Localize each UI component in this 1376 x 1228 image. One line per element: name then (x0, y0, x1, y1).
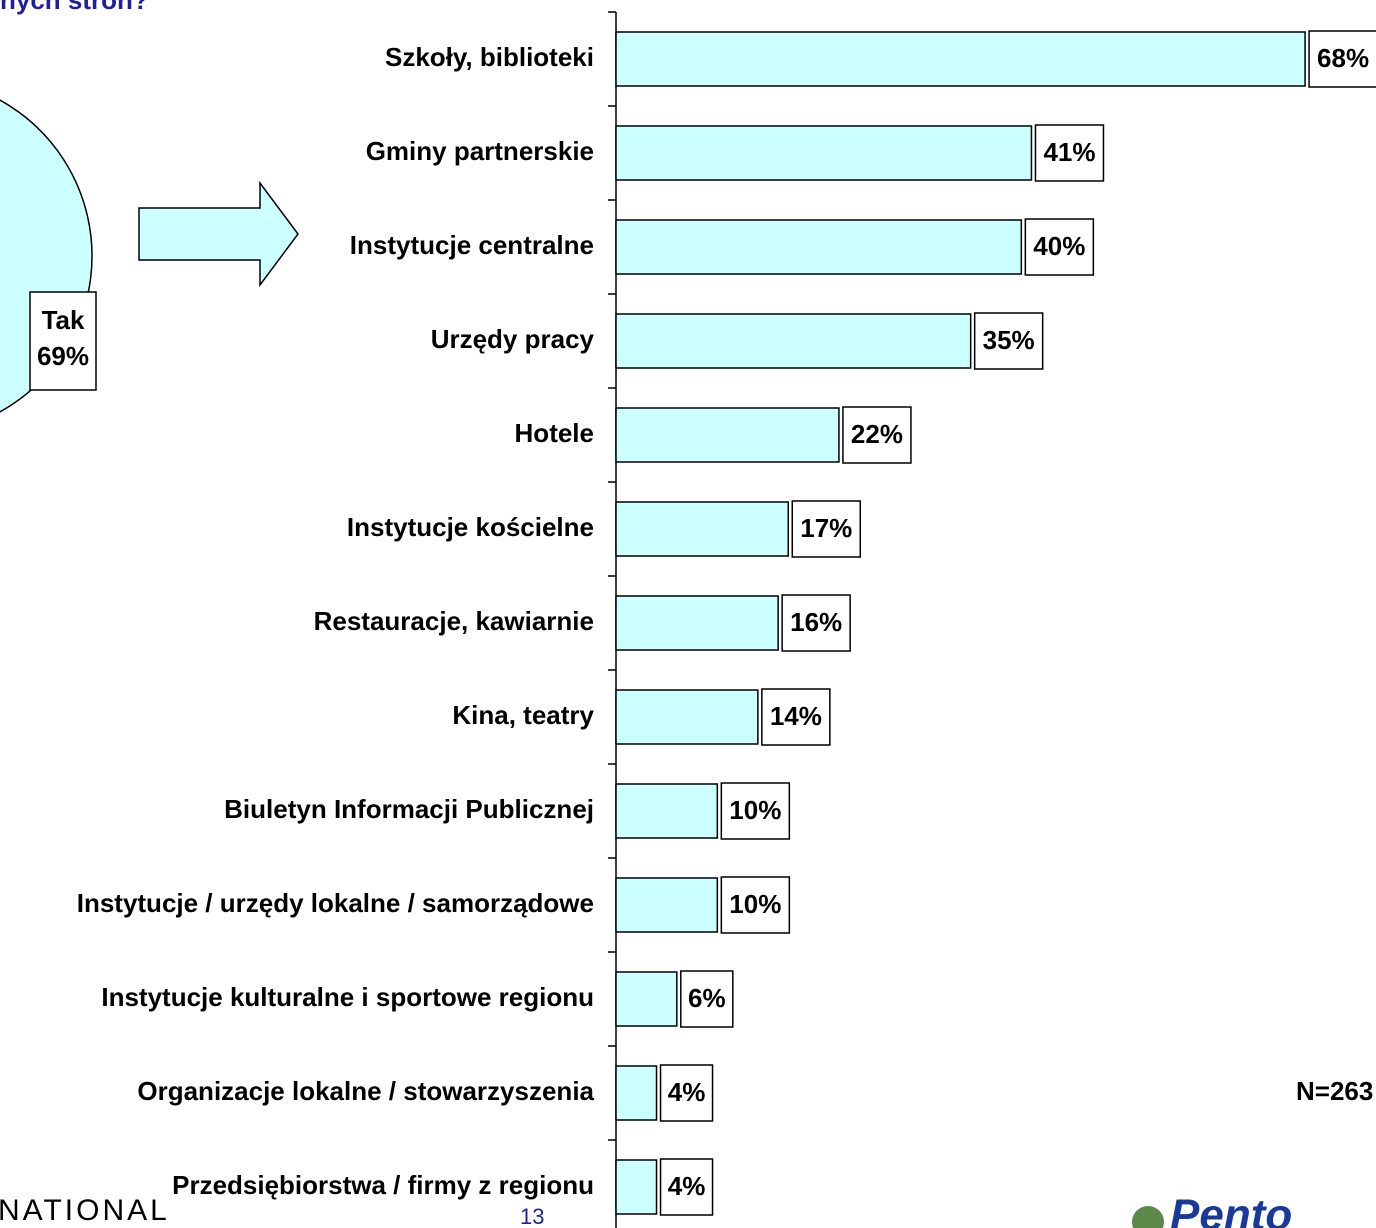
value-label: 41% (1043, 137, 1095, 167)
category-label: Instytucje / urzędy lokalne / samorządow… (77, 888, 594, 918)
bar (615, 313, 972, 369)
bar (615, 219, 1023, 275)
category-label: Instytucje kościelne (347, 512, 594, 542)
value-label-box (659, 1158, 714, 1216)
value-label: 14% (770, 701, 822, 731)
value-label-box (659, 1064, 714, 1122)
value-label-box (1034, 124, 1105, 182)
bar (615, 1159, 658, 1215)
bar (615, 783, 719, 839)
value-label-box (1308, 30, 1376, 88)
category-label: Hotele (515, 418, 594, 448)
bar (615, 407, 840, 463)
value-label: 4% (668, 1077, 706, 1107)
value-label-box (791, 500, 862, 558)
category-label: Restauracje, kawiarnie (314, 606, 594, 636)
value-label-box (781, 594, 851, 652)
value-label: 22% (851, 419, 903, 449)
bar (615, 689, 759, 745)
bar (615, 501, 790, 557)
value-label: 10% (729, 889, 781, 919)
value-label: 35% (983, 325, 1035, 355)
pie: Tak 69% (0, 99, 97, 413)
category-label: Przedsiębiorstwa / firmy z regionu (172, 1170, 594, 1200)
value-label: 68% (1317, 43, 1369, 73)
bar (615, 971, 678, 1027)
category-label: Instytucje kulturalne i sportowe regionu (101, 982, 594, 1012)
logo: Pento (1170, 1191, 1292, 1228)
chart-title: nych stron? (0, 0, 149, 15)
category-label: Organizacje lokalne / stowarzyszenia (137, 1076, 594, 1106)
logo-sphere (1132, 1206, 1164, 1228)
brand: NATIONAL (0, 1194, 170, 1227)
bar (615, 1065, 658, 1121)
value-label-box (720, 876, 791, 934)
value-label: 17% (800, 513, 852, 543)
bar (615, 595, 779, 651)
bar (615, 877, 719, 933)
value-label-box (973, 312, 1044, 370)
value-label-box (761, 688, 831, 746)
category-label: Biuletyn Informacji Publicznej (224, 794, 594, 824)
value-label: 16% (790, 607, 842, 637)
arrow (138, 180, 299, 288)
category-label: Gminy partnerskie (366, 136, 594, 166)
category-label: Urzędy pracy (431, 324, 595, 354)
bar (615, 31, 1306, 87)
value-label-box (720, 782, 791, 840)
value-label-box (1024, 218, 1095, 276)
value-label: 40% (1033, 231, 1085, 261)
sample-size: N=263 (1296, 1076, 1373, 1106)
pie-label-box (29, 291, 97, 391)
value-label: 4% (668, 1171, 706, 1201)
value-label: 6% (688, 983, 726, 1013)
category-label: Szkoły, biblioteki (385, 42, 594, 72)
pie-value-label: 69% (37, 341, 89, 371)
value-label: 10% (729, 795, 781, 825)
bar (615, 125, 1033, 181)
page-number: 13 (520, 1204, 544, 1228)
value-label-box (680, 970, 734, 1028)
category-label: Kina, teatry (452, 700, 594, 730)
pie-label: Tak (42, 305, 85, 335)
category-label: Instytucje centralne (350, 230, 594, 260)
value-label-box (842, 406, 912, 464)
